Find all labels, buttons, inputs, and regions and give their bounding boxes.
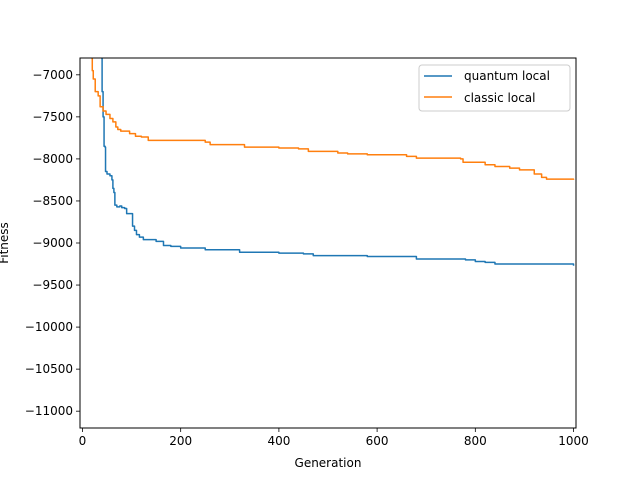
legend-label-classic-local: classic local: [464, 91, 536, 105]
y-tick-label: −10000: [25, 320, 73, 334]
y-axis-label: Fitness: [0, 222, 11, 264]
x-tick-label: 600: [366, 434, 389, 448]
x-tick-label: 1000: [558, 434, 589, 448]
x-tick-label: 200: [169, 434, 192, 448]
y-tick-label: −10500: [25, 362, 73, 376]
y-tick-label: −7500: [32, 110, 73, 124]
x-tick-label: 0: [79, 434, 87, 448]
y-axis-ticks: −7000 −7500 −8000 −8500 −9000 −9500 −10000 −105…: [25, 68, 80, 418]
y-tick-label: −9500: [32, 278, 73, 292]
legend-label-quantum-local: quantum local: [464, 69, 550, 83]
y-tick-label: −9000: [32, 236, 73, 250]
y-tick-label: −8500: [32, 194, 73, 208]
series-line-classic-local: [91, 58, 575, 180]
series-layer: [91, 58, 575, 266]
y-tick-label: −11000: [25, 404, 73, 418]
legend-box: [418, 64, 571, 112]
x-tick-label: 800: [464, 434, 487, 448]
y-tick-label: −8000: [32, 152, 73, 166]
series-line-quantum-local: [101, 58, 575, 266]
y-tick-label: −7000: [32, 68, 73, 82]
x-tick-label: 400: [267, 434, 290, 448]
legend: quantum local classic local: [418, 64, 571, 112]
x-axis-label: Generation: [295, 456, 362, 470]
x-axis-ticks: 0 200 400 600 800 1000: [79, 428, 589, 448]
